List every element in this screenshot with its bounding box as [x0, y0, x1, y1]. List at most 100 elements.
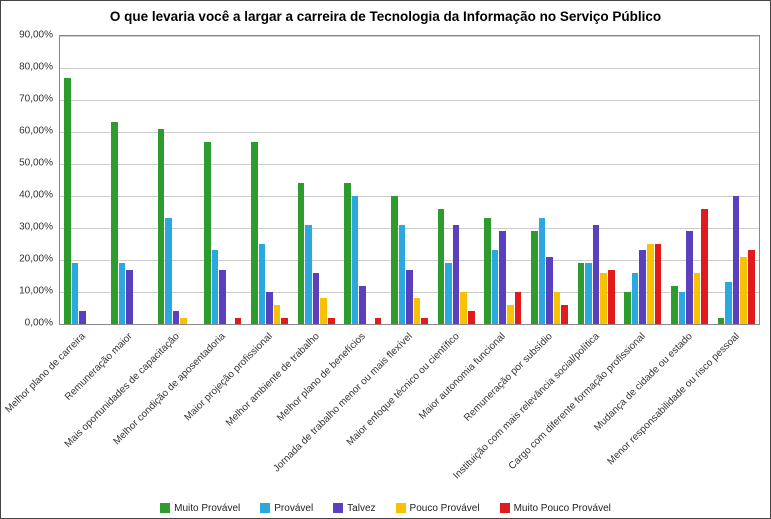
- plot-area: [59, 35, 760, 325]
- bar: [72, 263, 79, 324]
- bar: [561, 305, 568, 324]
- legend-item: Provável: [260, 503, 313, 514]
- category-group: [64, 36, 102, 324]
- bar: [344, 183, 351, 324]
- bars-layer: [60, 36, 759, 324]
- bar: [79, 311, 86, 324]
- bar: [212, 250, 219, 324]
- x-tick-label: Melhor plano de carreira: [4, 331, 88, 415]
- bar: [585, 263, 592, 324]
- legend-item: Pouco Provável: [396, 503, 480, 514]
- x-tick-label: Maior autonomia funcional: [417, 331, 508, 422]
- bar: [266, 292, 273, 324]
- legend-label: Muito Provável: [174, 503, 240, 514]
- bar: [111, 122, 118, 324]
- bar: [546, 257, 553, 324]
- bar: [492, 250, 499, 324]
- chart-container: O que levaria você a largar a carreira d…: [0, 0, 771, 519]
- bar: [515, 292, 522, 324]
- bar: [391, 196, 398, 324]
- bar: [259, 244, 266, 324]
- bar: [740, 257, 747, 324]
- bar: [399, 225, 406, 324]
- y-tick-label: 50,00%: [1, 158, 53, 169]
- bar: [119, 263, 126, 324]
- bar: [578, 263, 585, 324]
- bar: [281, 318, 288, 324]
- bar: [600, 273, 607, 324]
- bar: [165, 218, 172, 324]
- bar: [274, 305, 281, 324]
- legend: Muito Provável Provável Talvez Pouco Prováv…: [1, 503, 770, 514]
- bar: [204, 142, 211, 324]
- bar: [445, 263, 452, 324]
- x-tick-label: Melhor plano de benefícios: [275, 331, 368, 424]
- y-tick-label: 80,00%: [1, 62, 53, 73]
- bar: [679, 292, 686, 324]
- bar: [438, 209, 445, 324]
- bar: [608, 270, 615, 324]
- bar: [694, 273, 701, 324]
- bar: [421, 318, 428, 324]
- y-tick-label: 20,00%: [1, 254, 53, 265]
- bar: [64, 78, 71, 324]
- legend-label: Talvez: [347, 503, 375, 514]
- bar: [725, 282, 732, 324]
- legend-swatch: [160, 503, 170, 513]
- bar: [406, 270, 413, 324]
- bar: [173, 311, 180, 324]
- bar: [624, 292, 631, 324]
- bar: [298, 183, 305, 324]
- x-tick-label: Mudança de cidade ou estado: [592, 331, 695, 434]
- bar: [531, 231, 538, 324]
- bar: [460, 292, 467, 324]
- legend-swatch: [396, 503, 406, 513]
- x-tick-label: Melhor ambiente de trabalho: [224, 331, 322, 429]
- legend-swatch: [260, 503, 270, 513]
- category-group: [204, 36, 242, 324]
- bar: [686, 231, 693, 324]
- legend-swatch: [333, 503, 343, 513]
- bar: [453, 225, 460, 324]
- bar: [180, 318, 187, 324]
- bar: [639, 250, 646, 324]
- category-group: [718, 36, 756, 324]
- y-tick-label: 60,00%: [1, 126, 53, 137]
- bar: [484, 218, 491, 324]
- bar: [328, 318, 335, 324]
- bar: [539, 218, 546, 324]
- bar: [733, 196, 740, 324]
- bar: [593, 225, 600, 324]
- legend-item: Muito Pouco Provável: [500, 503, 611, 514]
- bar: [251, 142, 258, 324]
- y-tick-label: 40,00%: [1, 190, 53, 201]
- bar: [507, 305, 514, 324]
- bar: [468, 311, 475, 324]
- chart-title: O que levaria você a largar a carreira d…: [1, 1, 770, 26]
- category-group: [671, 36, 709, 324]
- bar: [554, 292, 561, 324]
- x-tick-label: Remuneração por subsídio: [462, 331, 555, 424]
- bar: [499, 231, 506, 324]
- bar: [158, 129, 165, 324]
- legend-item: Talvez: [333, 503, 375, 514]
- category-group: [344, 36, 382, 324]
- category-group: [111, 36, 149, 324]
- bar: [655, 244, 662, 324]
- category-group: [158, 36, 196, 324]
- bar: [320, 298, 327, 324]
- bar: [671, 286, 678, 324]
- bar: [647, 244, 654, 324]
- bar: [748, 250, 755, 324]
- x-axis-labels: Melhor plano de carreiraRemuneração maio…: [59, 327, 760, 487]
- x-tick-label: Maior projeção profissional: [182, 331, 274, 423]
- bar: [375, 318, 382, 324]
- y-tick-label: 10,00%: [1, 286, 53, 297]
- bar: [313, 273, 320, 324]
- category-group: [624, 36, 662, 324]
- bar: [305, 225, 312, 324]
- bar: [632, 273, 639, 324]
- legend-label: Muito Pouco Provável: [514, 503, 611, 514]
- bar: [359, 286, 366, 324]
- category-group: [438, 36, 476, 324]
